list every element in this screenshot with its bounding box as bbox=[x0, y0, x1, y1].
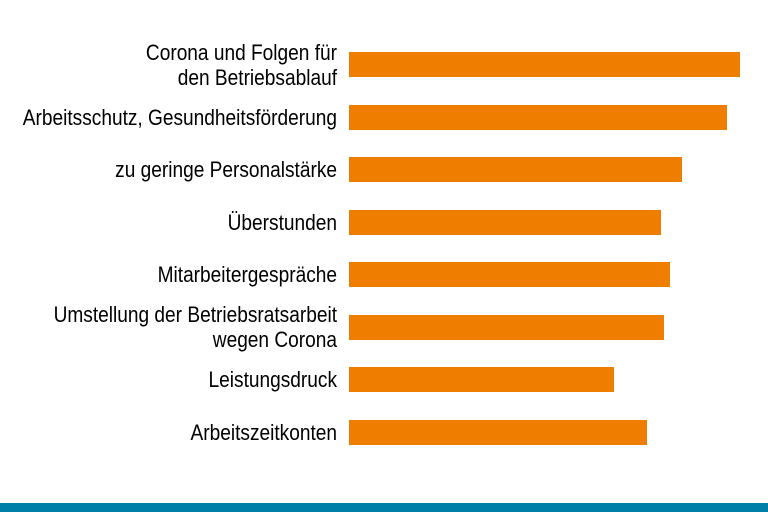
footer-accent-bar bbox=[0, 503, 768, 512]
bar bbox=[349, 262, 670, 287]
bar-label-line: Überstunden bbox=[227, 209, 337, 235]
bar-label: Mitarbeitergespräche bbox=[0, 262, 337, 287]
bar bbox=[349, 157, 682, 182]
bar-label: Überstunden bbox=[0, 210, 337, 235]
bar-label-line: Umstellung der Betriebsratsarbeit bbox=[53, 302, 337, 327]
bar-label-line: den Betriebsablauf bbox=[177, 64, 337, 90]
bar-label-line: zu geringe Personalstärke bbox=[115, 157, 337, 182]
bar bbox=[349, 314, 664, 340]
bar-label-line: Corona und Folgen für bbox=[145, 39, 337, 65]
bar-label: zu geringe Personalstärke bbox=[0, 157, 337, 182]
bar-label-line: wegen Corona bbox=[212, 327, 337, 352]
bar bbox=[349, 52, 740, 77]
bar-label-line: Mitarbeitergespräche bbox=[157, 262, 337, 287]
bar bbox=[349, 209, 661, 235]
bar bbox=[349, 104, 727, 130]
bar-label-line: Leistungsdruck bbox=[208, 367, 337, 392]
bar-label: Corona und Folgen für den Betriebsablauf bbox=[0, 40, 337, 90]
bar-label: Leistungsdruck bbox=[0, 367, 337, 392]
bar-label: Arbeitszeitkonten bbox=[0, 420, 337, 445]
bar bbox=[349, 367, 614, 392]
bar-label: Umstellung der Betriebsratsarbeit wegen C… bbox=[0, 302, 337, 352]
bar-label-line: Arbeitsschutz, Gesundheitsförderung bbox=[22, 104, 337, 130]
bar bbox=[349, 419, 647, 445]
bar-label: Arbeitsschutz, Gesundheitsförderung bbox=[0, 105, 337, 130]
bar-label-line: Arbeitszeitkonten bbox=[190, 419, 337, 445]
